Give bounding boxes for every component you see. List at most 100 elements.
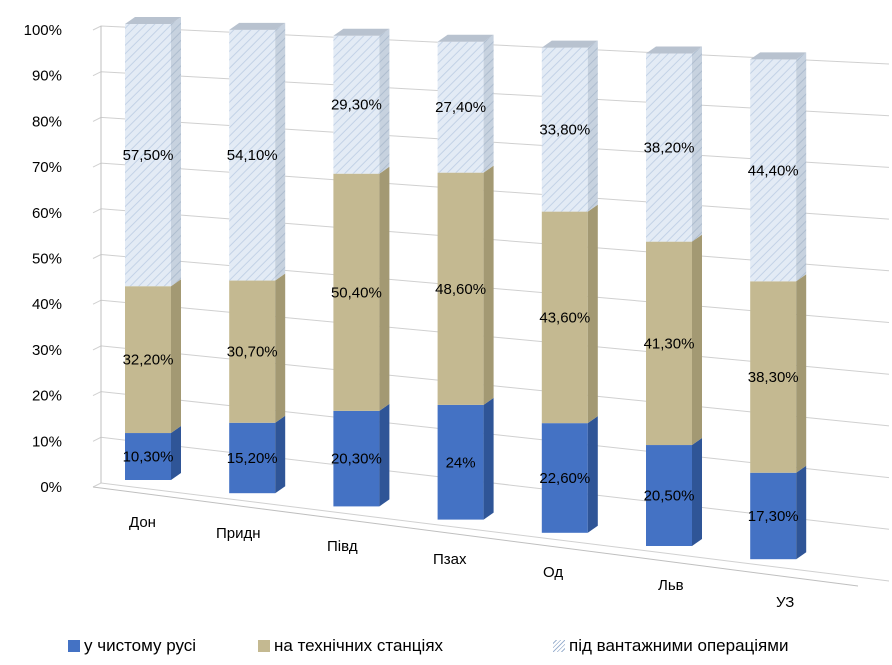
- legend-item-series-2: на технічних станціях: [258, 636, 443, 656]
- y-tick-label: 80%: [32, 113, 62, 130]
- bar-segment: [541, 47, 588, 212]
- bar-segment-side: [796, 52, 807, 282]
- bar-segment-side: [379, 28, 390, 174]
- bar-segment: [125, 24, 171, 287]
- data-label: 54,10%: [227, 147, 278, 164]
- bar-segment-side: [379, 403, 390, 507]
- legend-swatch-series-3: [553, 640, 565, 652]
- data-labels-layer: 10,30% 32,20% 57,50% 15,20% 30,70% 54,10% 20,3…: [123, 97, 799, 525]
- data-label: 17,30%: [748, 508, 799, 525]
- y-tick-label: 0%: [40, 479, 62, 496]
- bar-top: [750, 52, 807, 60]
- bar-segment: [750, 59, 797, 282]
- bar-segment: [541, 211, 588, 424]
- data-label: 27,40%: [435, 99, 486, 116]
- y-tick-label: 100%: [24, 22, 62, 39]
- bar-segment: [125, 433, 171, 480]
- bar-segment-side: [796, 465, 807, 560]
- bar-segment: [646, 53, 692, 242]
- x-tick-label: Півд: [327, 538, 358, 555]
- bar-segment-side: [587, 204, 598, 424]
- data-label: 50,40%: [331, 284, 382, 301]
- bar-segment: [125, 286, 171, 434]
- x-tick-label: Льв: [658, 577, 684, 594]
- data-label: 38,20%: [644, 140, 695, 157]
- x-tick-label: Од: [543, 564, 563, 581]
- data-label: 38,30%: [748, 369, 799, 386]
- bar-segment: [229, 422, 276, 494]
- data-label: 10,30%: [123, 449, 174, 466]
- bar-segment-side: [275, 415, 286, 494]
- bar-segment-side: [275, 273, 286, 423]
- y-tick-label: 50%: [32, 251, 62, 268]
- bar-segment: [229, 280, 276, 423]
- legend-swatch-series-1: [68, 640, 80, 652]
- legend-label-series-2: на технічних станціях: [274, 636, 444, 655]
- bar-segment: [333, 410, 380, 507]
- bar-segment: [646, 241, 692, 446]
- bar-segment-side: [483, 165, 494, 405]
- bar-segment-side: [587, 40, 598, 212]
- y-tick-label: 10%: [32, 433, 62, 450]
- data-label: 24%: [446, 454, 476, 471]
- legend-item-series-1: у чистому русі: [68, 636, 196, 656]
- bar-segment-side: [483, 397, 494, 520]
- data-label: 20,50%: [644, 488, 695, 505]
- data-label: 44,40%: [748, 162, 799, 179]
- bar-segment-side: [692, 46, 702, 242]
- x-tick-label: Пзах: [433, 551, 467, 568]
- bar-segment-side: [171, 17, 181, 287]
- data-label: 41,30%: [644, 335, 695, 352]
- bar-top: [541, 40, 598, 48]
- bar-top: [125, 17, 181, 24]
- data-label: 48,60%: [435, 281, 486, 298]
- y-tick-label: 90%: [32, 68, 62, 85]
- data-label: 15,20%: [227, 450, 278, 467]
- data-label: 57,50%: [123, 147, 174, 164]
- bar-segment-side: [483, 34, 494, 173]
- bar-segment-side: [692, 234, 702, 446]
- x-tick-label: Дон: [129, 514, 156, 531]
- bar-top: [437, 34, 494, 42]
- legend-item-series-3: під вантажними операціями: [553, 636, 788, 656]
- chart-canvas: 0% 10% 20% 30% 40% 50% 60% 70% 80% 90% 100% 10,30%…: [24, 17, 890, 611]
- y-axis: 0% 10% 20% 30% 40% 50% 60% 70% 80% 90% 100%: [24, 22, 62, 496]
- data-label: 33,80%: [539, 122, 590, 139]
- bar-segment: [750, 281, 797, 473]
- y-tick-label: 60%: [32, 205, 62, 222]
- legend: у чистому русі на технічних станціях під…: [0, 636, 892, 662]
- y-tick-label: 30%: [32, 342, 62, 359]
- bar-segment-side: [275, 22, 286, 281]
- legend-swatch-series-2: [258, 640, 270, 652]
- y-tick-label: 20%: [32, 388, 62, 405]
- bar-segment: [437, 172, 484, 405]
- data-label: 30,70%: [227, 344, 278, 361]
- data-label: 43,60%: [539, 309, 590, 326]
- bar-segment: [333, 173, 380, 411]
- legend-label-series-1: у чистому русі: [84, 636, 197, 655]
- bar-segment: [437, 41, 484, 173]
- data-label: 22,60%: [539, 470, 590, 487]
- bar-segment-side: [379, 166, 390, 411]
- bar-segment-side: [171, 426, 181, 480]
- data-label: 20,30%: [331, 451, 382, 468]
- bars-layer: [125, 17, 807, 560]
- data-label: 32,20%: [123, 352, 174, 369]
- bar-top: [646, 46, 702, 54]
- x-tick-label: Придн: [216, 525, 261, 542]
- data-label: 29,30%: [331, 97, 382, 114]
- bar-segment: [750, 472, 797, 560]
- bar-segment: [437, 404, 484, 520]
- bar-top: [333, 28, 390, 36]
- bar-top: [229, 22, 286, 30]
- back-wall: [92, 25, 890, 587]
- legend-label-series-3: під вантажними операціями: [569, 636, 789, 655]
- bar-segment: [541, 423, 588, 533]
- bar-segment-side: [692, 438, 702, 546]
- bar-segment-side: [171, 279, 181, 434]
- y-tick-label: 70%: [32, 159, 62, 176]
- floor-edge: [92, 486, 859, 587]
- bar-segment: [333, 35, 380, 174]
- bar-segment-side: [587, 416, 598, 533]
- bar-segment: [646, 445, 692, 546]
